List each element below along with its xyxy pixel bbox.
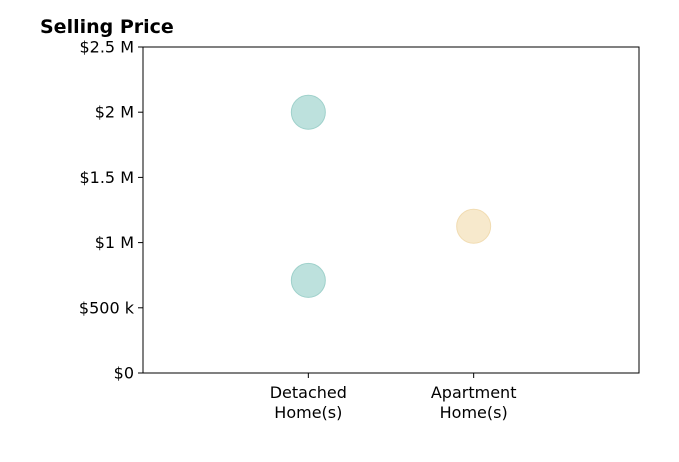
y-tick-label: $0 — [114, 364, 134, 383]
x-tick-label: Apartment Home(s) — [431, 383, 517, 422]
y-tick-label: $500 k — [79, 298, 135, 317]
data-points — [290, 94, 492, 298]
y-tick-label: $2 M — [95, 103, 134, 122]
y-axis: $0 $500 k $1 M $1.5 M $2 M $2.5 M — [79, 38, 143, 383]
x-axis: Detached Home(s) Apartment Home(s) — [270, 373, 517, 422]
y-tick-label: $2.5 M — [79, 38, 134, 57]
y-tick-label: $1 M — [95, 233, 134, 252]
y-tick-label: $1.5 M — [79, 168, 134, 187]
data-point — [290, 94, 326, 130]
data-point — [290, 262, 326, 298]
x-tick-label: Detached Home(s) — [270, 383, 347, 422]
data-point — [456, 208, 492, 244]
plot-frame — [142, 46, 640, 374]
chart-title: Selling Price — [40, 16, 174, 38]
